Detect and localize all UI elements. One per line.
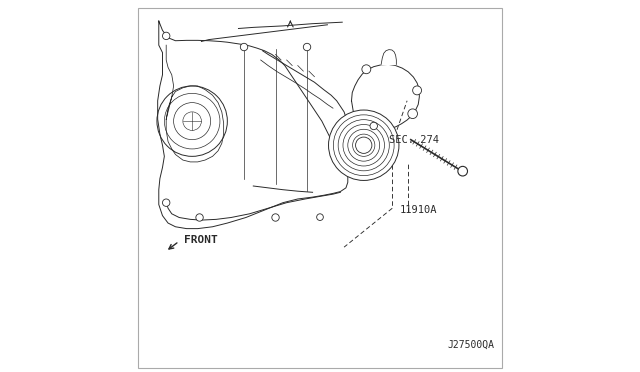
Circle shape: [413, 86, 422, 95]
Circle shape: [362, 65, 371, 74]
Polygon shape: [166, 45, 223, 162]
Polygon shape: [381, 49, 396, 64]
FancyBboxPatch shape: [138, 8, 502, 368]
Polygon shape: [157, 21, 348, 229]
Circle shape: [272, 214, 279, 221]
Polygon shape: [351, 64, 419, 130]
Circle shape: [458, 166, 467, 176]
Circle shape: [303, 43, 311, 51]
Text: 11910A: 11910A: [400, 205, 437, 215]
Circle shape: [196, 214, 204, 221]
Circle shape: [370, 122, 378, 130]
Text: SEC. 274: SEC. 274: [388, 135, 438, 145]
Text: FRONT: FRONT: [184, 235, 218, 245]
Circle shape: [163, 32, 170, 39]
Circle shape: [317, 214, 323, 221]
Circle shape: [163, 199, 170, 206]
Circle shape: [240, 43, 248, 51]
Circle shape: [408, 109, 417, 119]
Text: J27500QA: J27500QA: [448, 340, 495, 350]
Circle shape: [328, 110, 399, 180]
